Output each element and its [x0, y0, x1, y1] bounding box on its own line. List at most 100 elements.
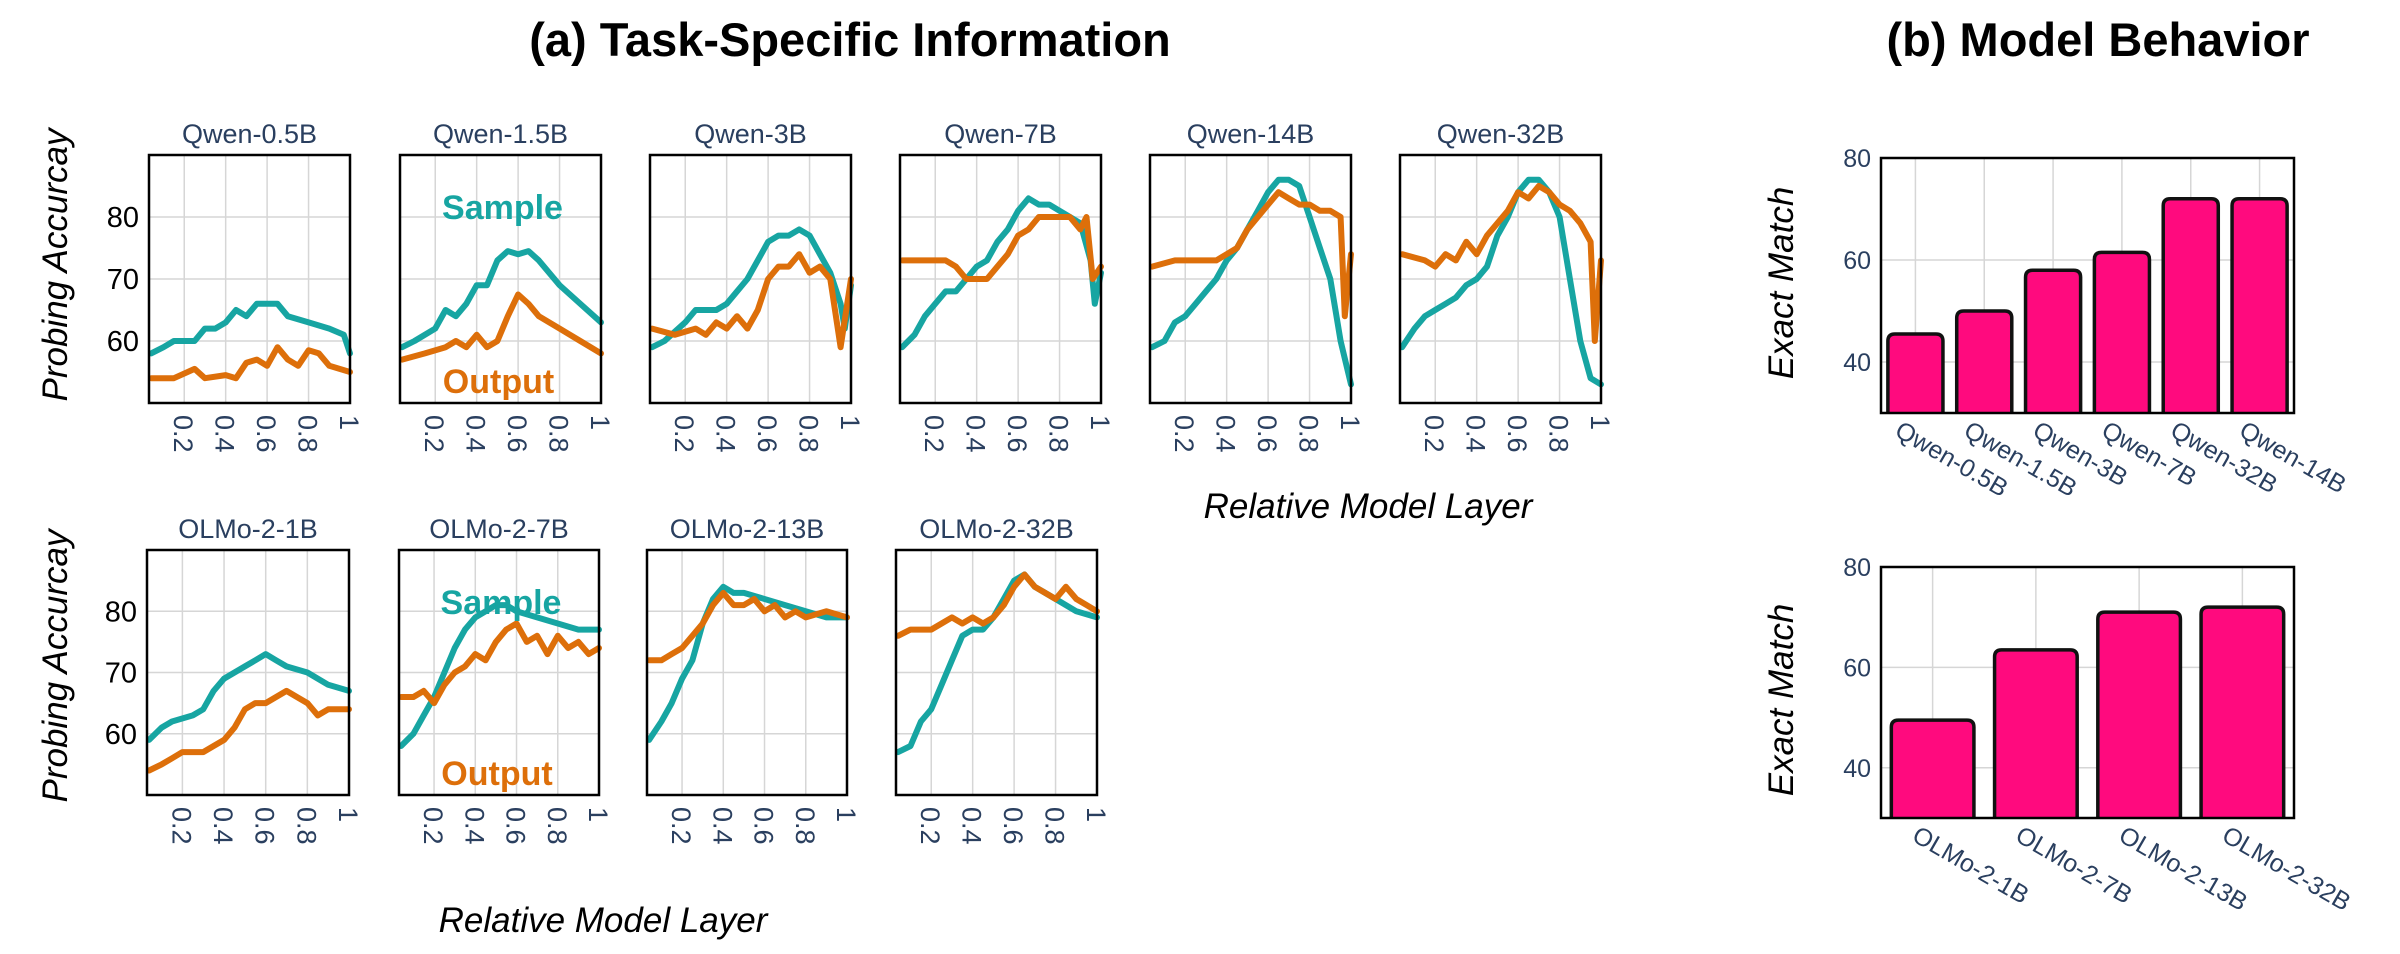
x-tick-label: 0.8 — [794, 415, 824, 453]
x-tick-label: 0.8 — [1044, 415, 1074, 453]
panel-title: OLMo-2-32B — [919, 514, 1074, 544]
line-panel-qwen-2: Qwen-3B 0.2 0.4 0.6 0.8 1 — [648, 119, 865, 453]
x-tick-label: 1 — [831, 807, 861, 822]
line-panel-qwen-0: Qwen-0.5B 60 70 80 0.2 0.4 0.6 0.8 1 — [107, 119, 364, 453]
y-tick-label: 60 — [107, 326, 139, 358]
x-tick-label: 0.8 — [1040, 807, 1070, 845]
series-line-sample — [649, 226, 854, 351]
panel-title: OLMo-2-1B — [178, 514, 318, 544]
series-label-output: Output — [443, 363, 554, 401]
series-label-sample: Sample — [441, 584, 562, 622]
y-tick-label: 40 — [1843, 755, 1871, 783]
x-tick-label: 0.8 — [1294, 415, 1324, 453]
y-tick-label: 80 — [105, 596, 137, 628]
x-tick-label: 0.2 — [669, 415, 699, 453]
bar-qwen-0-5b — [1886, 332, 1945, 413]
line-panel-olmo-2: OLMo-2-13B 0.2 0.4 0.6 0.8 1 — [645, 514, 861, 845]
x-tick-label: 0.2 — [166, 807, 196, 845]
y-tick-label: 80 — [1843, 145, 1871, 173]
panel-title: Qwen-32B — [1437, 119, 1565, 149]
xlabel-top: Relative Model Layer — [1204, 487, 1534, 526]
plot-frame — [898, 153, 1103, 405]
x-tick-label: 0.6 — [749, 807, 779, 845]
bar-qwen-32b — [2161, 197, 2221, 413]
bar-olmo-2-32b — [2199, 605, 2286, 818]
series-line-sample — [146, 651, 352, 743]
x-tick-label: 0.8 — [293, 415, 323, 453]
x-tick-label: 0.6 — [752, 415, 782, 453]
x-tick-label: 0.2 — [168, 415, 198, 453]
panel-title: Qwen-0.5B — [182, 119, 317, 149]
x-tick-label: 0.6 — [1002, 415, 1032, 453]
x-tick-label: 1 — [1081, 807, 1111, 822]
plot-frame — [147, 153, 352, 405]
plot-frame — [145, 548, 351, 797]
x-tick-label: 0.4 — [961, 415, 991, 453]
x-tick-label: 1 — [334, 415, 364, 430]
x-tick-label: 0.2 — [666, 807, 696, 845]
xlabel-bottom: Relative Model Layer — [439, 901, 769, 940]
series-line-output — [1149, 189, 1354, 320]
panel-a-title: (a) Task-Specific Information — [529, 13, 1171, 66]
bar-qwen-3b — [2023, 268, 2083, 413]
panel-title: OLMo-2-13B — [670, 514, 825, 544]
x-tick-label: OLMo-2-7B — [2011, 821, 2137, 910]
bar-olmo-2-1b — [1889, 718, 1976, 818]
x-tick-label: 1 — [1335, 415, 1365, 430]
x-tick-label: OLMo-2-1B — [1908, 821, 2034, 910]
x-tick-label: 0.8 — [542, 807, 572, 845]
x-tick-label: 0.2 — [1419, 415, 1449, 453]
plot-frame — [1879, 565, 2296, 820]
plot-frame — [398, 153, 603, 405]
series-label-sample: Sample — [442, 189, 563, 227]
series-line-output — [899, 214, 1104, 282]
x-tick-label: 0.4 — [210, 415, 240, 453]
x-tick-label: 1 — [1585, 415, 1615, 430]
x-tick-label: 1 — [835, 415, 865, 430]
plot-frame — [1148, 153, 1353, 405]
y-tick-label: 60 — [1843, 654, 1871, 682]
x-tick-label: 0.2 — [919, 415, 949, 453]
plot-frame — [645, 548, 849, 797]
x-tick-label: 0.4 — [1211, 415, 1241, 453]
x-tick-label: 0.2 — [419, 415, 449, 453]
x-tick-label: 0.6 — [250, 807, 280, 845]
series-line-output — [146, 687, 352, 774]
x-tick-label: 1 — [1085, 415, 1115, 430]
probing-ylabel-top: Probing Accurcay — [36, 126, 75, 401]
line-panel-qwen-1: Qwen-1.5B 0.2 0.4 0.6 0.8 1 Sample Output — [398, 119, 615, 453]
bar-chart-em_olmo: 406080OLMo-2-1BOLMo-2-7BOLMo-2-13BOLMo-2… — [1843, 554, 2355, 917]
x-tick-label: 0.4 — [461, 415, 491, 453]
panel-title: Qwen-14B — [1187, 119, 1315, 149]
em-ylabel-bottom: Exact Match — [1762, 604, 1801, 797]
x-tick-label: 0.6 — [502, 415, 532, 453]
line-panel-qwen-5: Qwen-32B 0.2 0.4 0.6 0.8 1 — [1398, 119, 1615, 453]
bar-qwen-14b — [2230, 197, 2289, 413]
x-tick-label: 0.4 — [459, 807, 489, 845]
panel-title: Qwen-1.5B — [433, 119, 568, 149]
line-panel-olmo-1: OLMo-2-7B 0.2 0.4 0.6 0.8 1 Sample Output — [397, 514, 613, 845]
y-tick-label: 70 — [107, 264, 139, 296]
bar-qwen-1-5b — [1954, 309, 2014, 413]
y-tick-label: 70 — [105, 658, 137, 690]
x-tick-label: 0.4 — [711, 415, 741, 453]
y-tick-label: 40 — [1843, 349, 1871, 377]
bar-chart-em_qwen: 406080Qwen-0.5BQwen-1.5BQwen-3BQwen-7BQw… — [1843, 145, 2351, 503]
line-panel-olmo-0: OLMo-2-1B 60 70 80 0.2 0.4 0.6 0.8 1 — [105, 514, 363, 845]
series-line-output — [398, 620, 602, 707]
x-tick-label: 1 — [333, 807, 363, 822]
x-tick-label: 0.8 — [790, 807, 820, 845]
series-line-sample — [646, 583, 850, 743]
x-tick-label: 0.2 — [915, 807, 945, 845]
series-line-output — [148, 344, 353, 382]
bar-qwen-7b — [2092, 250, 2152, 413]
series-label-output: Output — [441, 755, 552, 793]
bar-olmo-2-13b — [2096, 610, 2183, 818]
x-tick-label: 0.4 — [957, 807, 987, 845]
series-line-output — [399, 291, 604, 363]
series-line-sample — [148, 300, 353, 357]
y-tick-label: 60 — [105, 719, 137, 751]
x-tick-label: 0.6 — [1252, 415, 1282, 453]
plot-frame — [1879, 156, 2296, 415]
